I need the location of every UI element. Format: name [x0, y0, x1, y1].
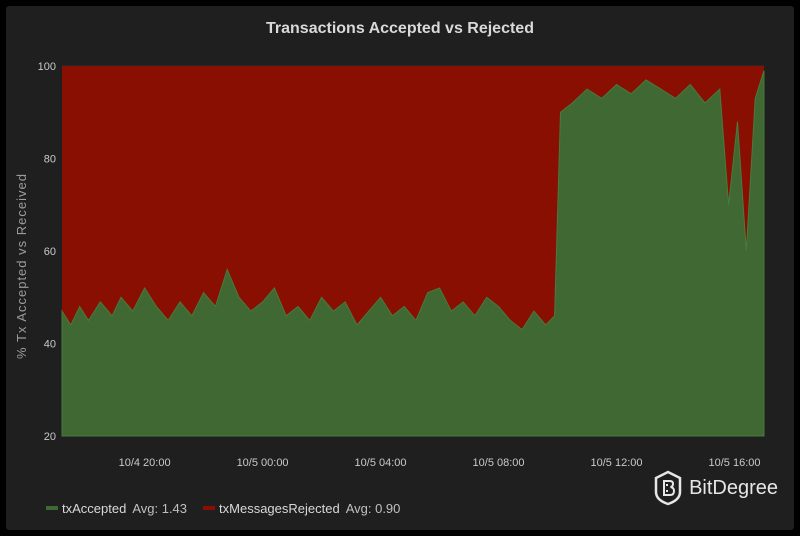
series-txAccepted-area	[61, 70, 765, 437]
y-tick-label: 100	[38, 61, 56, 73]
chart-plot: 20 40 60 80 100 10/4 20:00 10/5 00:00 10/5 04:…	[14, 61, 765, 469]
x-tick-label: 10/5 00:00	[237, 457, 289, 469]
x-tick-label: 10/5 04:00	[355, 457, 407, 469]
legend: txAccepted Avg: 1.43 txMessagesRejected …	[46, 498, 410, 518]
y-axis-label: % Tx Accepted vs Received	[14, 173, 29, 359]
series-layer	[61, 66, 765, 437]
legend-swatch-rejected	[203, 506, 216, 510]
y-tick-label: 40	[44, 339, 56, 351]
y-tick-label: 80	[44, 154, 56, 166]
y-tick-label: 20	[44, 431, 56, 443]
legend-label-rejected: txMessagesRejected	[219, 500, 340, 516]
x-tick-label: 10/4 20:00	[119, 457, 171, 469]
legend-avg-accepted: Avg: 1.43	[132, 500, 188, 516]
y-tick-label: 60	[44, 246, 56, 258]
legend-item-rejected[interactable]: txMessagesRejected Avg: 0.90	[203, 501, 400, 516]
x-tick-label: 10/5 12:00	[591, 457, 643, 469]
legend-avg-rejected: Avg: 0.90	[345, 500, 401, 516]
x-axis-ticks: 10/4 20:00 10/5 00:00 10/5 04:00 10/5 08:00…	[119, 457, 761, 469]
legend-swatch-accepted	[46, 506, 58, 510]
chart-panel: Transactions Accepted vs Rejected 20 40 60…	[6, 6, 794, 530]
legend-label-accepted: txAccepted	[62, 500, 127, 516]
x-tick-label: 10/5 08:00	[473, 457, 525, 469]
bitdegree-watermark: BitDegree	[653, 468, 778, 508]
x-tick-label: 10/5 16:00	[709, 457, 761, 469]
bitdegree-logo-icon	[654, 470, 682, 506]
legend-item-accepted[interactable]: txAccepted Avg: 1.43	[46, 501, 187, 516]
watermark-text: BitDegree	[689, 476, 778, 499]
y-axis-ticks: 20 40 60 80 100	[38, 61, 56, 443]
chart-title: Transactions Accepted vs Rejected	[266, 20, 534, 37]
